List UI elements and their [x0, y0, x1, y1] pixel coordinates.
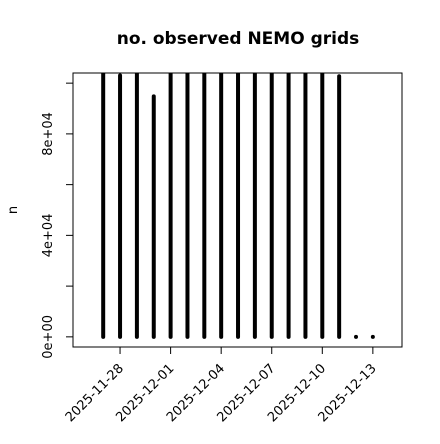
y-tick-label: 8e+04: [41, 112, 56, 156]
chart-title: no. observed NEMO grids: [117, 29, 360, 49]
y-tick-label: 0e+00: [41, 315, 56, 359]
y-tick-label: 4e+04: [41, 214, 56, 258]
y-axis-label: n: [6, 206, 21, 214]
plot-area: [101, 73, 375, 339]
